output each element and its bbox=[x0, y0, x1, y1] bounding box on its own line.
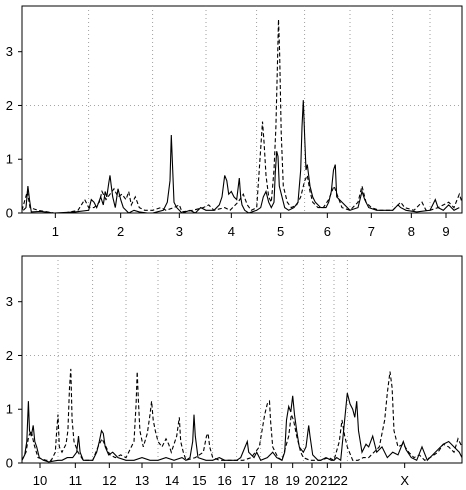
x-tick-label: 14 bbox=[165, 473, 179, 488]
x-tick-label: 1 bbox=[52, 224, 59, 239]
x-tick-label: 7 bbox=[368, 224, 375, 239]
x-tick-label: 11 bbox=[69, 473, 83, 488]
y-tick-label: 1 bbox=[6, 152, 13, 167]
y-tick-label: 0 bbox=[6, 456, 13, 471]
y-tick-label: 2 bbox=[6, 348, 13, 363]
x-tick-label: 12 bbox=[102, 473, 116, 488]
x-tick-label: 8 bbox=[408, 224, 415, 239]
x-tick-label: 16 bbox=[217, 473, 231, 488]
series-dashed-line bbox=[22, 19, 462, 213]
x-tick-label: 18 bbox=[264, 473, 278, 488]
plot-frame bbox=[21, 255, 463, 464]
x-tick-label: 19 bbox=[285, 473, 299, 488]
x-tick-label: 13 bbox=[135, 473, 149, 488]
x-tick-label: 20 bbox=[305, 473, 319, 488]
y-tick-label: 3 bbox=[6, 44, 13, 59]
series-dashed-line bbox=[22, 368, 462, 462]
x-tick-label: 10 bbox=[33, 473, 47, 488]
plot-frame bbox=[21, 5, 463, 214]
series-solid-line bbox=[22, 392, 462, 463]
y-tick-label: 3 bbox=[6, 294, 13, 309]
x-tick-label: X bbox=[400, 473, 409, 488]
x-tick-label: 5 bbox=[277, 224, 284, 239]
y-tick-label: 2 bbox=[6, 98, 13, 113]
top-panel: 0 1 2 3 1 2 3 4 5 6 7 8 9 bbox=[6, 5, 463, 239]
series-solid-line bbox=[22, 100, 460, 213]
x-tick-label: 22 bbox=[333, 473, 347, 488]
x-tick-label: 9 bbox=[442, 224, 449, 239]
x-tick-label: 15 bbox=[192, 473, 206, 488]
y-tick-label: 0 bbox=[6, 206, 13, 221]
x-tick-label: 6 bbox=[324, 224, 331, 239]
x-tick-label: 21 bbox=[320, 473, 334, 488]
x-tick-label: 2 bbox=[117, 224, 124, 239]
y-tick-label: 1 bbox=[6, 402, 13, 417]
x-tick-label: 3 bbox=[176, 224, 183, 239]
x-tick-label: 17 bbox=[241, 473, 255, 488]
x-tick-label: 4 bbox=[228, 224, 235, 239]
